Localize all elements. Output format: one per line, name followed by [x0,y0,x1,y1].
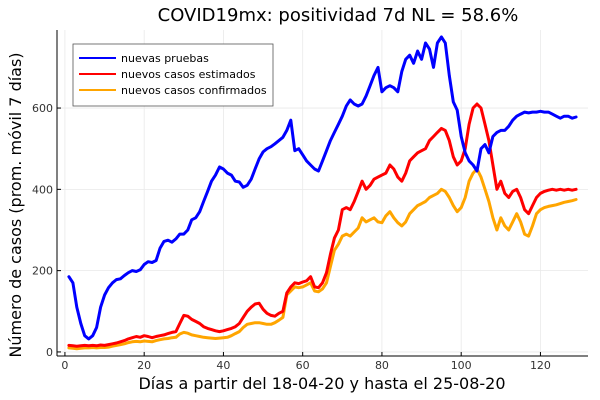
legend-label: nuevos casos confirmados [121,84,267,97]
legend-label: nuevos casos estimados [121,68,256,81]
axes [56,30,588,357]
x-tick-label: 100 [451,359,472,372]
y-tick-label: 400 [32,183,53,196]
y-tick-label: 600 [32,102,53,115]
legend-label: nuevas pruebas [121,52,209,65]
x-tick-label: 60 [296,359,310,372]
y-tick-label: 0 [46,346,53,359]
x-tick-label: 40 [216,359,230,372]
y-tick-label: 200 [32,265,53,278]
x-tick-label: 120 [530,359,551,372]
x-tick-label: 20 [137,359,151,372]
series-line-nuevos-casos-estimados [67,102,578,348]
chart-title: COVID19mx: positividad 7d NL = 58.6% [158,5,519,26]
series-group [67,35,578,351]
y-axis-title: Número de casos (prom. móvil 7 días) [6,52,25,357]
ticks: 0 20 40 60 80 100 120 0 200 400 600 [32,102,551,372]
legend: nuevas pruebas nuevos casos estimados nuev… [72,43,274,107]
x-tick-label: 80 [375,359,389,372]
series-line-nuevos-casos-confirmados [67,167,578,351]
x-axis-title: Días a partir del 18-04-20 y hasta el 25… [138,374,505,393]
x-tick-label: 0 [61,359,68,372]
series-line-nuevas-pruebas [67,35,578,341]
